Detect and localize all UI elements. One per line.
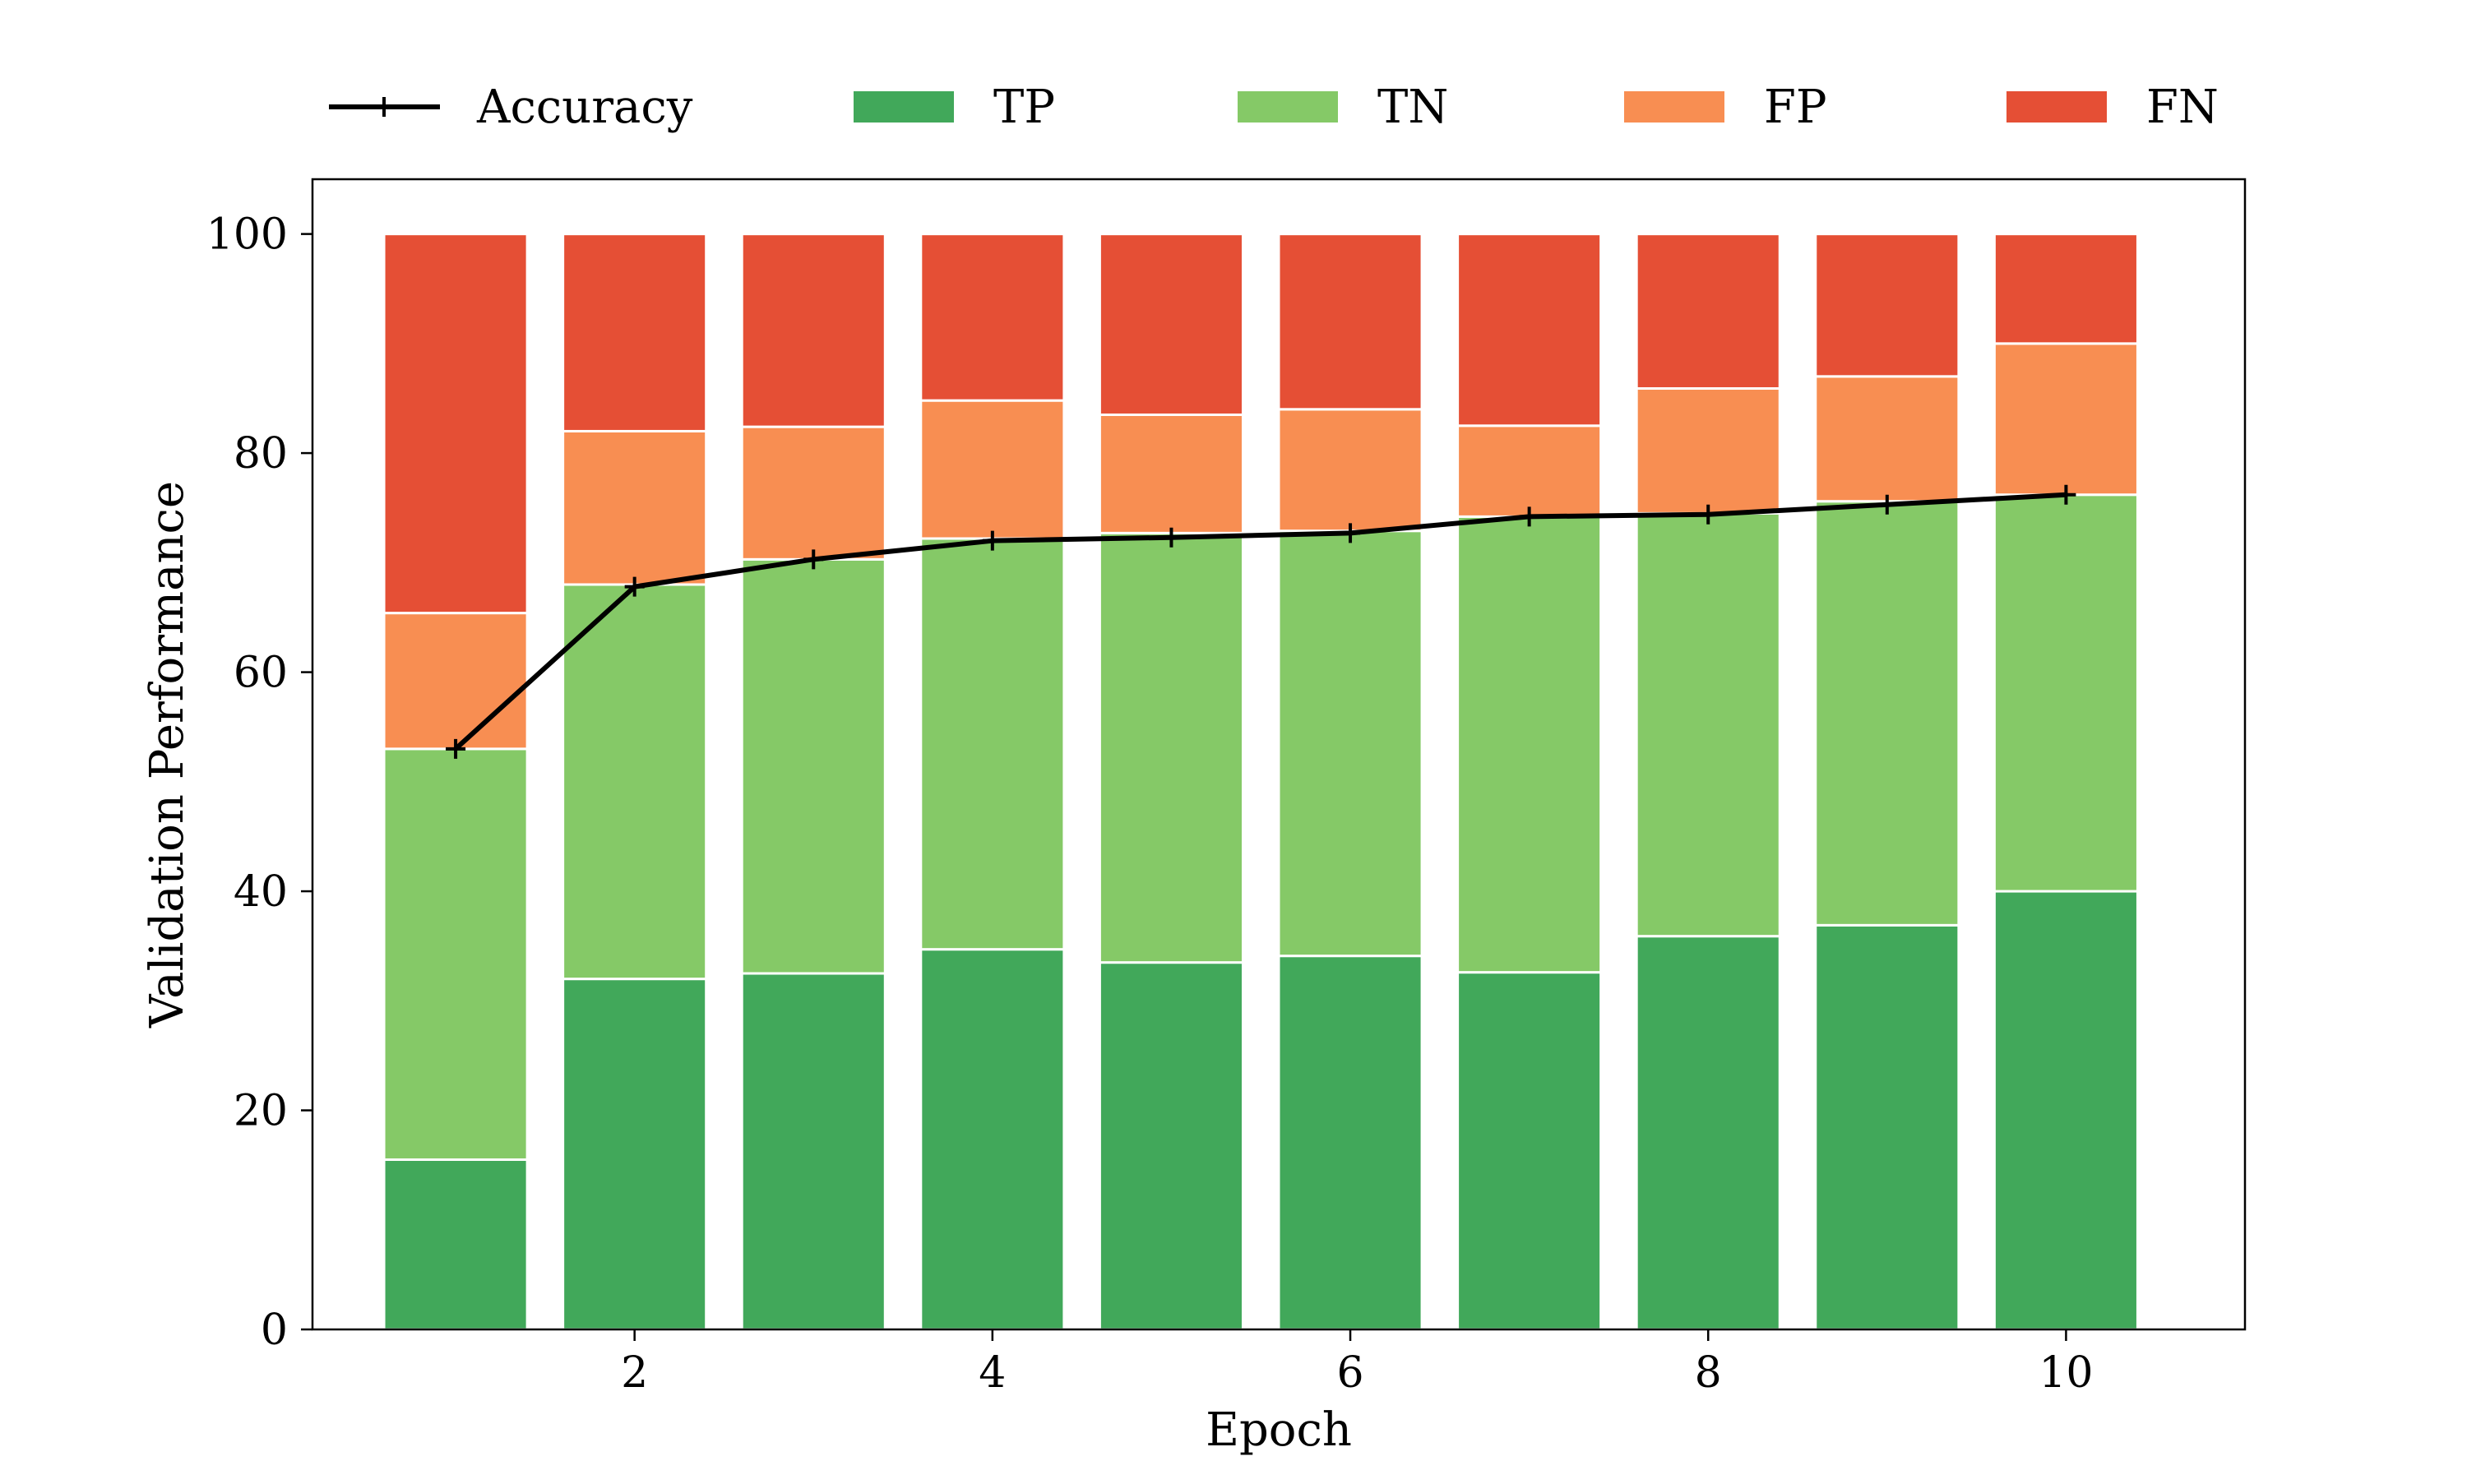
bar-fn-epoch-7 (1456, 233, 1603, 428)
x-axis-label: Epoch (1206, 1403, 1352, 1457)
legend-label-tn: TN (1377, 81, 1448, 134)
bar-fn-epoch-2 (562, 233, 708, 432)
bar-tn-epoch-6 (1277, 529, 1423, 958)
bar-fn-epoch-4 (919, 233, 1066, 402)
y-tick-label-60: 60 (234, 649, 288, 698)
bar-tn-epoch-8 (1635, 511, 1781, 938)
bar-fp-epoch-9 (1814, 375, 1960, 503)
y-tick-label-40: 40 (234, 867, 288, 917)
bar-tp-epoch-6 (1277, 955, 1423, 1331)
x-tick-label-10: 10 (2039, 1348, 2093, 1398)
y-tick-label-20: 20 (234, 1087, 288, 1136)
bar-fn-epoch-1 (382, 233, 529, 615)
accuracy-point-epoch-3 (803, 549, 824, 570)
bar-fn-epoch-3 (740, 233, 886, 428)
plot-area-frame (311, 178, 2247, 1331)
bar-tp-epoch-10 (1993, 890, 2139, 1331)
x-tick-label-2: 2 (621, 1348, 648, 1398)
y-tick-label-100: 100 (206, 210, 288, 260)
legend-swatch-tp (854, 91, 954, 123)
legend-swatch-fn (2006, 91, 2107, 123)
bar-tn-epoch-3 (740, 557, 886, 975)
legend-swatch-tn (1238, 91, 1338, 123)
y-axis: 0 20 40 60 80 100 (206, 210, 312, 1355)
y-tick-label-80: 80 (234, 429, 288, 478)
y-tick-label-0: 0 (261, 1306, 288, 1355)
accuracy-point-epoch-4 (982, 530, 1002, 551)
bar-tp-epoch-5 (1098, 961, 1244, 1331)
bar-tn-epoch-9 (1814, 500, 1960, 927)
accuracy-point-epoch-10 (2056, 484, 2076, 505)
bar-tn-epoch-4 (919, 537, 1066, 951)
legend-label-accuracy: Accuracy (476, 81, 693, 134)
accuracy-point-epoch-1 (446, 738, 466, 759)
bar-tn-epoch-5 (1098, 531, 1244, 964)
bar-fp-epoch-1 (382, 612, 529, 751)
x-tick-label-6: 6 (1336, 1348, 1363, 1398)
bar-fp-epoch-7 (1456, 424, 1603, 518)
bar-fp-epoch-4 (919, 399, 1066, 540)
bar-fn-epoch-5 (1098, 233, 1244, 416)
bar-fp-epoch-5 (1098, 413, 1244, 534)
bar-fp-epoch-6 (1277, 408, 1423, 533)
accuracy-point-epoch-5 (1161, 527, 1182, 548)
bar-fp-epoch-3 (740, 425, 886, 561)
bars-layer (382, 233, 2139, 1331)
accuracy-point-epoch-6 (1340, 523, 1361, 543)
bar-fp-epoch-8 (1635, 386, 1781, 515)
x-tick-label-4: 4 (979, 1348, 1006, 1398)
bar-fp-epoch-10 (1993, 342, 2139, 497)
bar-tp-epoch-2 (562, 978, 708, 1331)
bar-fp-epoch-2 (562, 429, 708, 586)
legend-label-tp: TP (993, 81, 1055, 134)
bar-tp-epoch-8 (1635, 935, 1781, 1331)
bar-tn-epoch-2 (562, 583, 708, 981)
accuracy-point-epoch-9 (1877, 494, 1897, 515)
legend-label-fn: FN (2146, 81, 2219, 134)
bar-tp-epoch-4 (919, 948, 1066, 1331)
bar-tp-epoch-7 (1456, 971, 1603, 1331)
bar-tp-epoch-1 (382, 1158, 529, 1331)
accuracy-line (453, 492, 2069, 751)
bar-tn-epoch-7 (1456, 515, 1603, 974)
x-axis: 2 4 6 8 10 (621, 1329, 2093, 1398)
bar-fn-epoch-6 (1277, 233, 1423, 411)
accuracy-point-epoch-2 (624, 576, 645, 597)
bar-fn-epoch-8 (1635, 233, 1781, 390)
accuracy-point-epoch-7 (1519, 506, 1539, 527)
bar-fn-epoch-10 (1993, 233, 2139, 345)
accuracy-line-layer (446, 484, 2076, 759)
legend-label-fp: FP (1764, 81, 1827, 134)
bar-tp-epoch-3 (740, 972, 886, 1331)
bar-tp-epoch-9 (1814, 923, 1960, 1331)
y-axis-label: Validation Performance (141, 481, 194, 1029)
legend: Accuracy TP TN FP FN (329, 81, 2219, 134)
x-tick-label-8: 8 (1695, 1348, 1722, 1398)
bar-tn-epoch-1 (382, 747, 529, 1161)
bar-tn-epoch-10 (1993, 493, 2139, 893)
bar-fn-epoch-9 (1814, 233, 1960, 378)
legend-swatch-fp (1624, 91, 1724, 123)
accuracy-point-epoch-8 (1698, 504, 1719, 525)
